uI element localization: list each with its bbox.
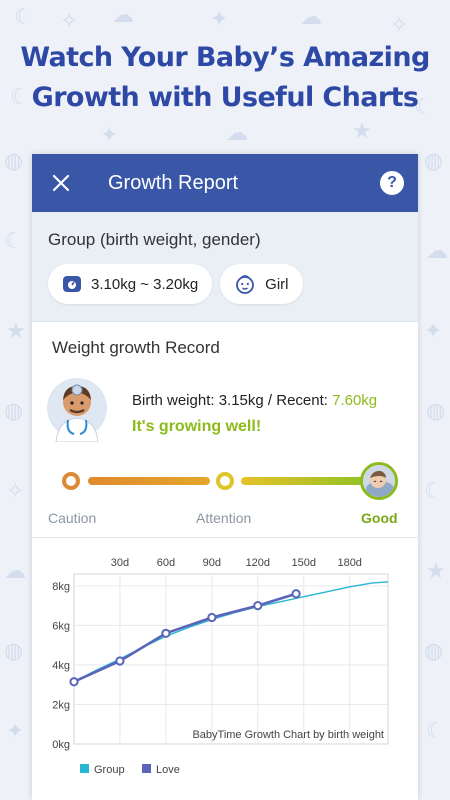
chart-x-tick-label: 90d [203,557,221,569]
chart-legend-swatch-love [142,764,151,773]
chart-title: BabyTime Growth Chart by birth weight [192,729,384,741]
chart-x-tick-label: 180d [337,557,361,569]
chart-point-love [115,656,125,666]
weight-range-text: 3.10kg ~ 3.20kg [91,275,199,293]
chart-point-love [69,677,79,687]
chart-y-tick-label: 8kg [52,581,70,593]
chart-plot-frame [73,573,389,745]
baby-face-icon [234,273,256,295]
chart-x-tick-label: 30d [111,557,129,569]
app-bar: Growth Report ? [32,154,418,212]
caution-bar [88,477,210,485]
chart-legend-swatch-group [80,764,89,773]
page-title: Growth Report [108,171,239,194]
caution-label: Caution [48,510,97,526]
close-icon[interactable] [32,154,90,212]
chart-point-love [291,589,301,599]
chart-y-tick-label: 2kg [52,699,70,711]
chart-x-tick-label: 60d [157,557,175,569]
growth-chart: 30d 60d 90d 120d 150d 180d 0kg 2kg 4kg 6kg 8kg Baby… [32,538,418,800]
group-section: Group (birth weight, gender) 3.10kg ~ 3.… [32,212,418,322]
chart-legend-label-love: Love [156,764,180,776]
gender-chip[interactable]: Girl [220,264,303,304]
promo-headline: Watch Your Baby’s Amazing Growth with Us… [0,38,450,118]
chart-x-tick-label: 120d [246,557,270,569]
help-icon[interactable]: ? [380,171,404,195]
group-label: Group (birth weight, gender) [48,230,261,249]
growth-level-scale: Caution Attention Good [48,460,398,526]
chart-point-love [207,612,217,623]
chart-y-tick-label: 4kg [52,660,70,672]
chart-series-line-love [73,592,297,683]
recent-weight-value: 7.60kg [332,392,378,409]
chart-x-tick-label: 150d [292,557,316,569]
attention-marker [216,472,234,490]
gender-text: Girl [265,275,289,293]
attention-label: Attention [196,510,252,526]
doctor-avatar [46,374,108,443]
chart-point-love [161,628,171,638]
headline-line-2: Growth with Useful Charts [31,82,419,113]
weight-range-chip[interactable]: 3.10kg ~ 3.20kg [48,264,213,304]
birth-weight-text: Birth weight: 3.15kg / Recent: [132,392,333,409]
caution-marker [62,472,80,490]
record-title: Weight growth Record [52,338,220,357]
good-label: Good [361,510,398,526]
chart-series-line-group [73,581,389,683]
growth-chart-svg: 30d 60d 90d 120d 150d 180d 0kg 2kg 4kg 6kg 8kg Baby… [52,557,389,776]
headline-line-1: Watch Your Baby’s Amazing [20,42,430,73]
group-chips: 3.10kg ~ 3.20kg Girl [48,264,402,304]
weight-record-section: Weight growth Record Birth weight: 3.15k… [32,322,418,538]
chart-y-tick-label: 6kg [52,620,70,632]
attention-bar [241,477,371,485]
scale-icon [62,274,82,294]
birth-weight-line: Birth weight: 3.15kg / Recent: 7.60kg [132,392,377,409]
phone-screen: Growth Report ? Group (birth weight, gen… [32,154,418,800]
growth-status: It's growing well! [132,418,262,435]
chart-legend-label-group: Group [94,764,125,776]
good-level-baby-icon [360,462,398,500]
chart-y-tick-label: 0kg [52,739,70,751]
chart-point-love [253,601,263,611]
